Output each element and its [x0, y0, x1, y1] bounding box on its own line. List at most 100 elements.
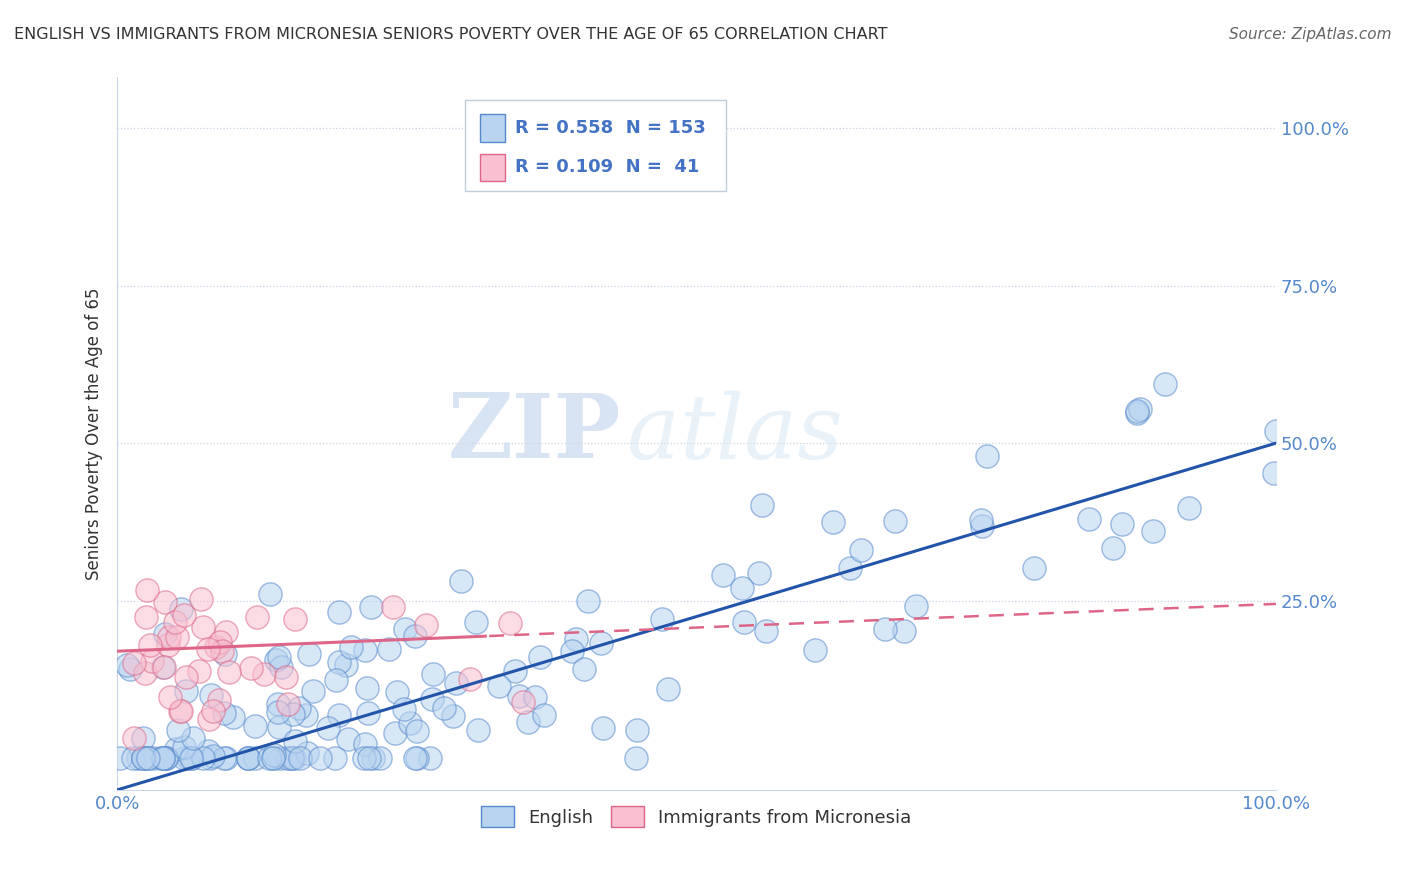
Point [222, 710, 245, 724]
Point [905, 599, 928, 613]
Point [276, 751, 298, 765]
Point [132, 751, 155, 765]
Y-axis label: Seniors Poverty Over the Age of 65: Seniors Poverty Over the Age of 65 [86, 287, 103, 580]
Point [290, 751, 312, 765]
Point [404, 629, 426, 643]
Point [153, 751, 176, 765]
Point [212, 706, 235, 720]
Point [150, 751, 173, 765]
Point [499, 616, 522, 631]
Point [404, 751, 426, 765]
Text: ZIP: ZIP [447, 390, 621, 477]
Point [155, 751, 177, 765]
Point [142, 751, 165, 765]
Point [976, 450, 998, 464]
Point [561, 644, 583, 658]
Point [283, 612, 305, 626]
Point [340, 640, 363, 655]
Point [134, 666, 156, 681]
Point [284, 734, 307, 748]
Point [132, 731, 155, 745]
Point [270, 659, 292, 673]
Point [419, 751, 441, 765]
Point [174, 670, 197, 684]
Point [166, 630, 188, 644]
Point [392, 702, 415, 716]
Point [212, 751, 235, 765]
Point [267, 721, 290, 735]
Point [1077, 511, 1099, 525]
Point [236, 751, 259, 765]
Point [165, 741, 187, 756]
Point [121, 751, 143, 765]
Point [236, 751, 259, 765]
Point [1142, 524, 1164, 539]
Point [155, 627, 177, 641]
Point [173, 607, 195, 622]
Point [214, 624, 236, 639]
Point [243, 719, 266, 733]
Point [127, 751, 149, 765]
Point [153, 595, 176, 609]
Point [323, 751, 346, 765]
Point [269, 649, 291, 664]
Point [308, 751, 330, 765]
Point [385, 685, 408, 699]
Point [198, 712, 221, 726]
Point [488, 679, 510, 693]
Point [139, 638, 162, 652]
Point [893, 624, 915, 638]
Point [406, 724, 429, 739]
Point [360, 600, 382, 615]
Point [970, 513, 993, 527]
Point [202, 749, 225, 764]
Point [117, 658, 139, 673]
Point [152, 660, 174, 674]
Point [173, 740, 195, 755]
Point [503, 664, 526, 678]
Point [267, 705, 290, 719]
Point [281, 751, 304, 765]
Point [236, 751, 259, 765]
Point [356, 681, 378, 695]
Point [576, 594, 599, 608]
Point [122, 656, 145, 670]
Point [873, 622, 896, 636]
Legend: English, Immigrants from Micronesia: English, Immigrants from Micronesia [474, 799, 920, 834]
Text: atlas: atlas [627, 390, 842, 477]
Point [316, 721, 339, 735]
Text: Source: ZipAtlas.com: Source: ZipAtlas.com [1229, 27, 1392, 42]
Point [368, 751, 391, 765]
Point [211, 644, 233, 658]
Point [205, 640, 228, 654]
Point [626, 751, 648, 765]
Point [135, 610, 157, 624]
Point [572, 662, 595, 676]
Point [157, 630, 180, 644]
Point [169, 704, 191, 718]
Point [214, 647, 236, 661]
Point [1024, 561, 1046, 575]
Point [353, 751, 375, 765]
Point [152, 751, 174, 765]
Point [159, 690, 181, 705]
Point [465, 615, 488, 630]
Point [131, 751, 153, 765]
Point [441, 709, 464, 723]
Point [245, 751, 267, 765]
Point [163, 615, 186, 630]
Point [970, 519, 993, 533]
Point [181, 731, 204, 745]
Text: ENGLISH VS IMMIGRANTS FROM MICRONESIA SENIORS POVERTY OVER THE AGE OF 65 CORRELA: ENGLISH VS IMMIGRANTS FROM MICRONESIA SE… [14, 27, 887, 42]
Point [651, 612, 673, 626]
Point [201, 704, 224, 718]
Point [240, 661, 263, 675]
Point [295, 746, 318, 760]
FancyBboxPatch shape [479, 153, 505, 181]
Point [328, 605, 350, 619]
Point [335, 658, 357, 673]
Point [262, 751, 284, 765]
Point [359, 751, 381, 765]
Point [262, 751, 284, 765]
Point [108, 751, 131, 765]
